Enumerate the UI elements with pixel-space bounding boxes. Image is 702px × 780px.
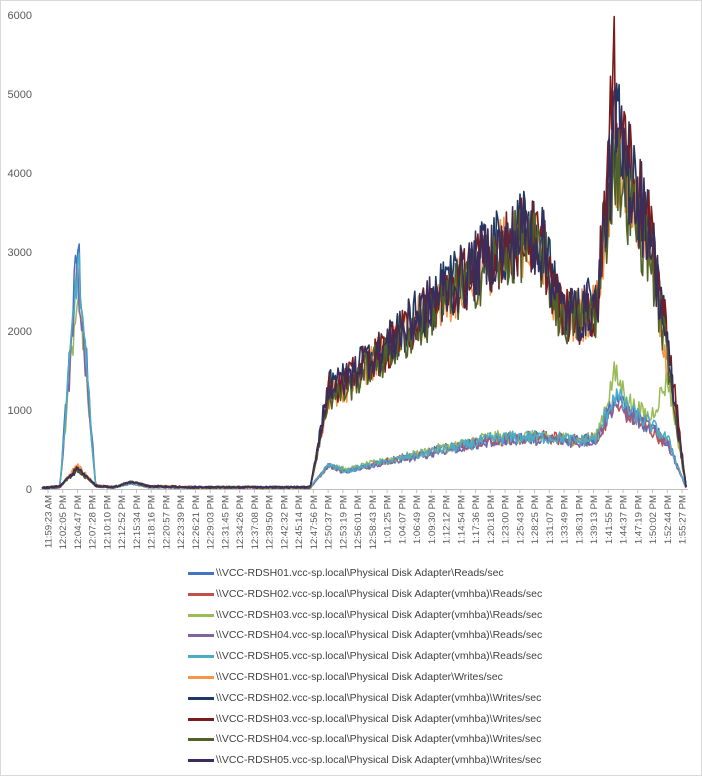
x-tick-label: 12:15:34 PM [132, 495, 143, 549]
x-tick-label: 12:10:10 PM [102, 495, 113, 549]
x-tick-label: 12:53:19 PM [338, 495, 349, 549]
legend-item: \\VCC-RDSH01.vcc-sp.local\Physical Disk … [188, 669, 648, 690]
x-tick-label: 1:23:00 PM [501, 495, 512, 544]
x-tick-label: 12:50:37 PM [324, 495, 335, 549]
x-tick-label: 1:09:30 PM [427, 495, 438, 544]
y-tick-label: 4000 [8, 168, 32, 180]
series-layer [41, 15, 687, 490]
x-tick-label: 1:47:19 PM [633, 495, 644, 544]
legend-item: \\VCC-RDSH04.vcc-sp.local\Physical Disk … [188, 731, 648, 752]
x-tick-label: 1:33:49 PM [560, 495, 571, 544]
x-tick-label: 1:44:37 PM [619, 495, 630, 544]
x-tick-label: 1:52:44 PM [663, 495, 674, 544]
y-tick-label: 5000 [8, 89, 32, 101]
legend-label: \\VCC-RDSH01.vcc-sp.local\Physical Disk … [216, 567, 504, 579]
legend-swatch [188, 634, 214, 638]
legend-label: \\VCC-RDSH03.vcc-sp.local\Physical Disk … [216, 608, 543, 621]
legend-swatch [188, 717, 214, 721]
x-tick-label: 12:07:28 PM [88, 495, 99, 549]
legend-swatch [188, 592, 214, 596]
x-tick-label: 12:20:57 PM [161, 495, 172, 549]
legend-swatch [188, 675, 214, 679]
x-tick-label: 1:36:31 PM [574, 495, 585, 544]
legend-label: \\VCC-RDSH03.vcc-sp.local\Physical Disk … [216, 712, 542, 725]
x-tick-label: 12:29:03 PM [206, 495, 217, 549]
x-tick-label: 1:50:02 PM [648, 495, 659, 544]
y-tick-label: 0 [26, 484, 32, 496]
x-tick-label: 1:01:25 PM [383, 495, 394, 544]
x-tick-label: 1:06:49 PM [412, 495, 423, 544]
x-tick-label: 11:59:23 AM [44, 495, 55, 548]
x-tick-label: 12:26:21 PM [191, 495, 202, 549]
legend-swatch [188, 655, 214, 659]
legend-label: \\VCC-RDSH05.vcc-sp.local\Physical Disk … [216, 650, 543, 663]
legend-item: \\VCC-RDSH05.vcc-sp.local\Physical Disk … [188, 648, 648, 669]
x-tick-label: 1:14:54 PM [456, 495, 467, 544]
legend-swatch [188, 572, 214, 575]
x-tick-label: 1:28:25 PM [530, 495, 541, 544]
legend-item: \\VCC-RDSH03.vcc-sp.local\Physical Disk … [188, 711, 648, 732]
x-tick-label: 12:18:16 PM [147, 495, 158, 549]
y-tick-label: 1000 [8, 405, 32, 417]
legend-label: \\VCC-RDSH02.vcc-sp.local\Physical Disk … [216, 587, 543, 600]
legend-label: \\VCC-RDSH01.vcc-sp.local\Physical Disk … [216, 670, 503, 683]
y-tick-label: 3000 [8, 247, 32, 259]
x-tick-label: 12:45:14 PM [294, 495, 305, 549]
x-tick-label: 12:42:32 PM [279, 495, 290, 549]
x-tick-label: 12:37:08 PM [250, 495, 261, 549]
legend-item: \\VCC-RDSH04.vcc-sp.local\Physical Disk … [188, 627, 648, 648]
series-line [41, 82, 687, 490]
series-line [41, 15, 687, 490]
x-tick-label: 12:58:43 PM [368, 495, 379, 549]
x-axis: 11:59:23 AM 12:02:05 PM 12:04:47 PM 12:07:2… [40, 489, 689, 549]
legend-item: \\VCC-RDSH03.vcc-sp.local\Physical Disk … [188, 607, 648, 628]
x-tick-label: 1:17:36 PM [471, 495, 482, 544]
chart-legend: \\VCC-RDSH01.vcc-sp.local\Physical Disk … [188, 565, 648, 773]
series-line [41, 129, 687, 490]
legend-swatch [188, 759, 214, 763]
x-tick-label: 1:55:27 PM [678, 495, 689, 544]
x-tick-label: 1:04:07 PM [397, 495, 408, 544]
legend-swatch [188, 613, 214, 617]
legend-item: \\VCC-RDSH02.vcc-sp.local\Physical Disk … [188, 586, 648, 607]
x-tick-label: 1:39:13 PM [589, 495, 600, 544]
y-tick-label: 6000 [8, 10, 32, 22]
x-tick-label: 1:41:55 PM [604, 495, 615, 544]
x-tick-label: 12:31:45 PM [220, 495, 231, 549]
x-tick-label: 12:02:05 PM [58, 495, 69, 549]
legend-swatch [188, 696, 214, 700]
legend-item: \\VCC-RDSH02.vcc-sp.local\Physical Disk … [188, 690, 648, 711]
series-line [41, 87, 687, 490]
x-tick-label: 12:56:01 PM [353, 495, 364, 549]
x-tick-label: 12:47:56 PM [309, 495, 320, 549]
y-axis: 0 1000 2000 3000 4000 5000 6000 [8, 10, 32, 496]
legend-swatch [188, 738, 214, 742]
x-tick-label: 12:39:50 PM [265, 495, 276, 549]
x-tick-label: 12:34:26 PM [235, 495, 246, 549]
legend-label: \\VCC-RDSH04.vcc-sp.local\Physical Disk … [216, 733, 542, 746]
legend-item: \\VCC-RDSH01.vcc-sp.local\Physical Disk … [188, 565, 648, 586]
legend-label: \\VCC-RDSH05.vcc-sp.local\Physical Disk … [216, 754, 542, 767]
legend-item: \\VCC-RDSH05.vcc-sp.local\Physical Disk … [188, 752, 648, 773]
x-tick-label: 12:12:52 PM [117, 495, 128, 549]
legend-label: \\VCC-RDSH04.vcc-sp.local\Physical Disk … [216, 629, 543, 642]
legend-label: \\VCC-RDSH02.vcc-sp.local\Physical Disk … [216, 691, 542, 704]
x-tick-label: 1:12:12 PM [442, 495, 453, 544]
x-tick-label: 1:31:07 PM [545, 495, 556, 544]
x-tick-label: 1:20:18 PM [486, 495, 497, 544]
x-tick-label: 12:04:47 PM [73, 495, 84, 549]
x-tick-label: 1:25:43 PM [515, 495, 526, 544]
y-tick-label: 2000 [8, 326, 32, 338]
x-tick-label: 12:23:39 PM [176, 495, 187, 549]
